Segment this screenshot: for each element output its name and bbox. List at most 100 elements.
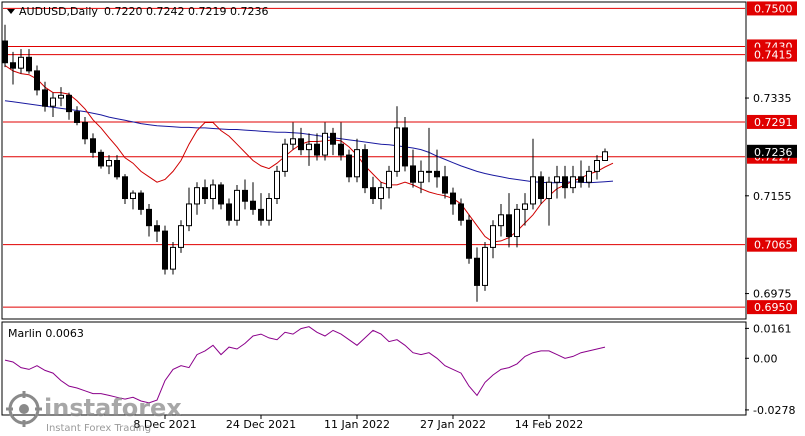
candle-body-up: [482, 246, 488, 286]
candle: [122, 174, 128, 204]
candle: [314, 133, 320, 161]
candle: [418, 160, 424, 194]
candle-body-up: [290, 138, 296, 145]
candle: [130, 190, 136, 210]
price-tick-label: 0.7335: [753, 92, 792, 105]
price-panel-frame: [1, 1, 747, 320]
candle-body-down: [82, 121, 88, 140]
watermark-brand: instaforex: [44, 394, 182, 422]
candle: [250, 182, 256, 215]
candle-body-up: [194, 187, 200, 205]
candle: [82, 117, 88, 145]
time-axis: 8 Dec 2021 24 Dec 2021 11 Jan 2022 27 Jan 2…: [133, 415, 583, 431]
candle-body-down: [562, 176, 568, 189]
candle: [474, 247, 480, 302]
candle: [498, 203, 504, 237]
candle-body-down: [362, 149, 368, 189]
candle: [306, 133, 312, 166]
candle-body-down: [226, 203, 232, 221]
candle-body-down: [458, 203, 464, 221]
candle-body-up: [594, 160, 600, 172]
candle-body-down: [346, 154, 352, 178]
candlestick-series: [2, 24, 608, 302]
candle: [354, 138, 360, 183]
candle: [578, 160, 584, 188]
candle: [570, 165, 576, 194]
symbol-dropdown-icon[interactable]: [7, 9, 15, 14]
candle: [274, 165, 280, 204]
candle: [458, 198, 464, 226]
candle-body-down: [466, 219, 472, 259]
candle: [58, 87, 64, 107]
watermark-tagline: Instant Forex Trading: [46, 423, 151, 434]
candle: [386, 165, 392, 199]
candle: [226, 198, 232, 226]
candle: [98, 149, 104, 169]
candle-body-up: [386, 170, 392, 189]
candle-body-down: [90, 138, 96, 153]
candle-body-down: [42, 89, 48, 107]
candle: [266, 193, 272, 226]
candle: [554, 165, 560, 199]
candle: [74, 106, 80, 126]
candle-body-down: [442, 176, 448, 194]
candle: [506, 193, 512, 248]
candle-body-up: [106, 160, 112, 167]
candle: [538, 171, 544, 204]
osc-tick-label: 0.00: [753, 352, 778, 365]
candle-body-up: [354, 149, 360, 178]
candle: [114, 155, 120, 180]
candle: [194, 182, 200, 215]
instaforex-watermark: instaforex Instant Forex Trading: [6, 391, 182, 434]
candle: [42, 81, 48, 112]
candle-body-down: [10, 62, 16, 69]
marlin-line: [4, 326, 606, 404]
candle-body-down: [114, 160, 120, 178]
candle-body-down: [370, 187, 376, 200]
osc-tick-label: -0.0278: [753, 404, 795, 417]
candle-body-up: [490, 225, 496, 248]
candle: [530, 138, 536, 210]
candle-body-up: [306, 143, 312, 151]
candle: [26, 49, 32, 74]
candle: [10, 51, 16, 85]
level-price-label: 0.6950: [754, 301, 793, 314]
candle-body-down: [138, 192, 144, 210]
candle: [178, 220, 184, 253]
candle-body-down: [242, 189, 248, 202]
candle: [370, 176, 376, 204]
candle-body-up: [18, 56, 24, 69]
marlin-oscillator: 0.0161 0.00 -0.0278: [4, 322, 795, 417]
candle: [66, 92, 72, 120]
price-tick-label: 0.6975: [753, 288, 792, 301]
candle-body-up: [266, 198, 272, 221]
time-tick-label: 27 Jan 2022: [420, 418, 486, 431]
candle-body-down: [2, 40, 8, 64]
level-price-label: 0.7415: [754, 49, 793, 62]
candle-body-up: [274, 170, 280, 200]
candle: [162, 225, 168, 275]
candle-body-down: [66, 94, 72, 113]
candle-body-up: [498, 214, 504, 227]
candle: [378, 182, 384, 210]
candle: [586, 165, 592, 188]
level-price-box: [747, 300, 797, 315]
candle-body-down: [506, 214, 512, 238]
symbol-title: AUDUSD,Daily: [19, 5, 98, 18]
time-tick-label: 11 Jan 2022: [324, 418, 390, 431]
candle: [450, 187, 456, 215]
candle: [434, 149, 440, 188]
candle: [522, 193, 528, 226]
candle-body-up: [602, 151, 608, 162]
oscillator-label: Marlin 0.0063: [8, 327, 84, 340]
candle: [490, 220, 496, 259]
candle: [514, 203, 520, 248]
candle: [34, 65, 40, 96]
candle-body-down: [154, 225, 160, 232]
candle-body-down: [122, 176, 128, 200]
candle: [202, 179, 208, 204]
candle-body-down: [258, 208, 264, 221]
candle-body-up: [186, 203, 192, 227]
